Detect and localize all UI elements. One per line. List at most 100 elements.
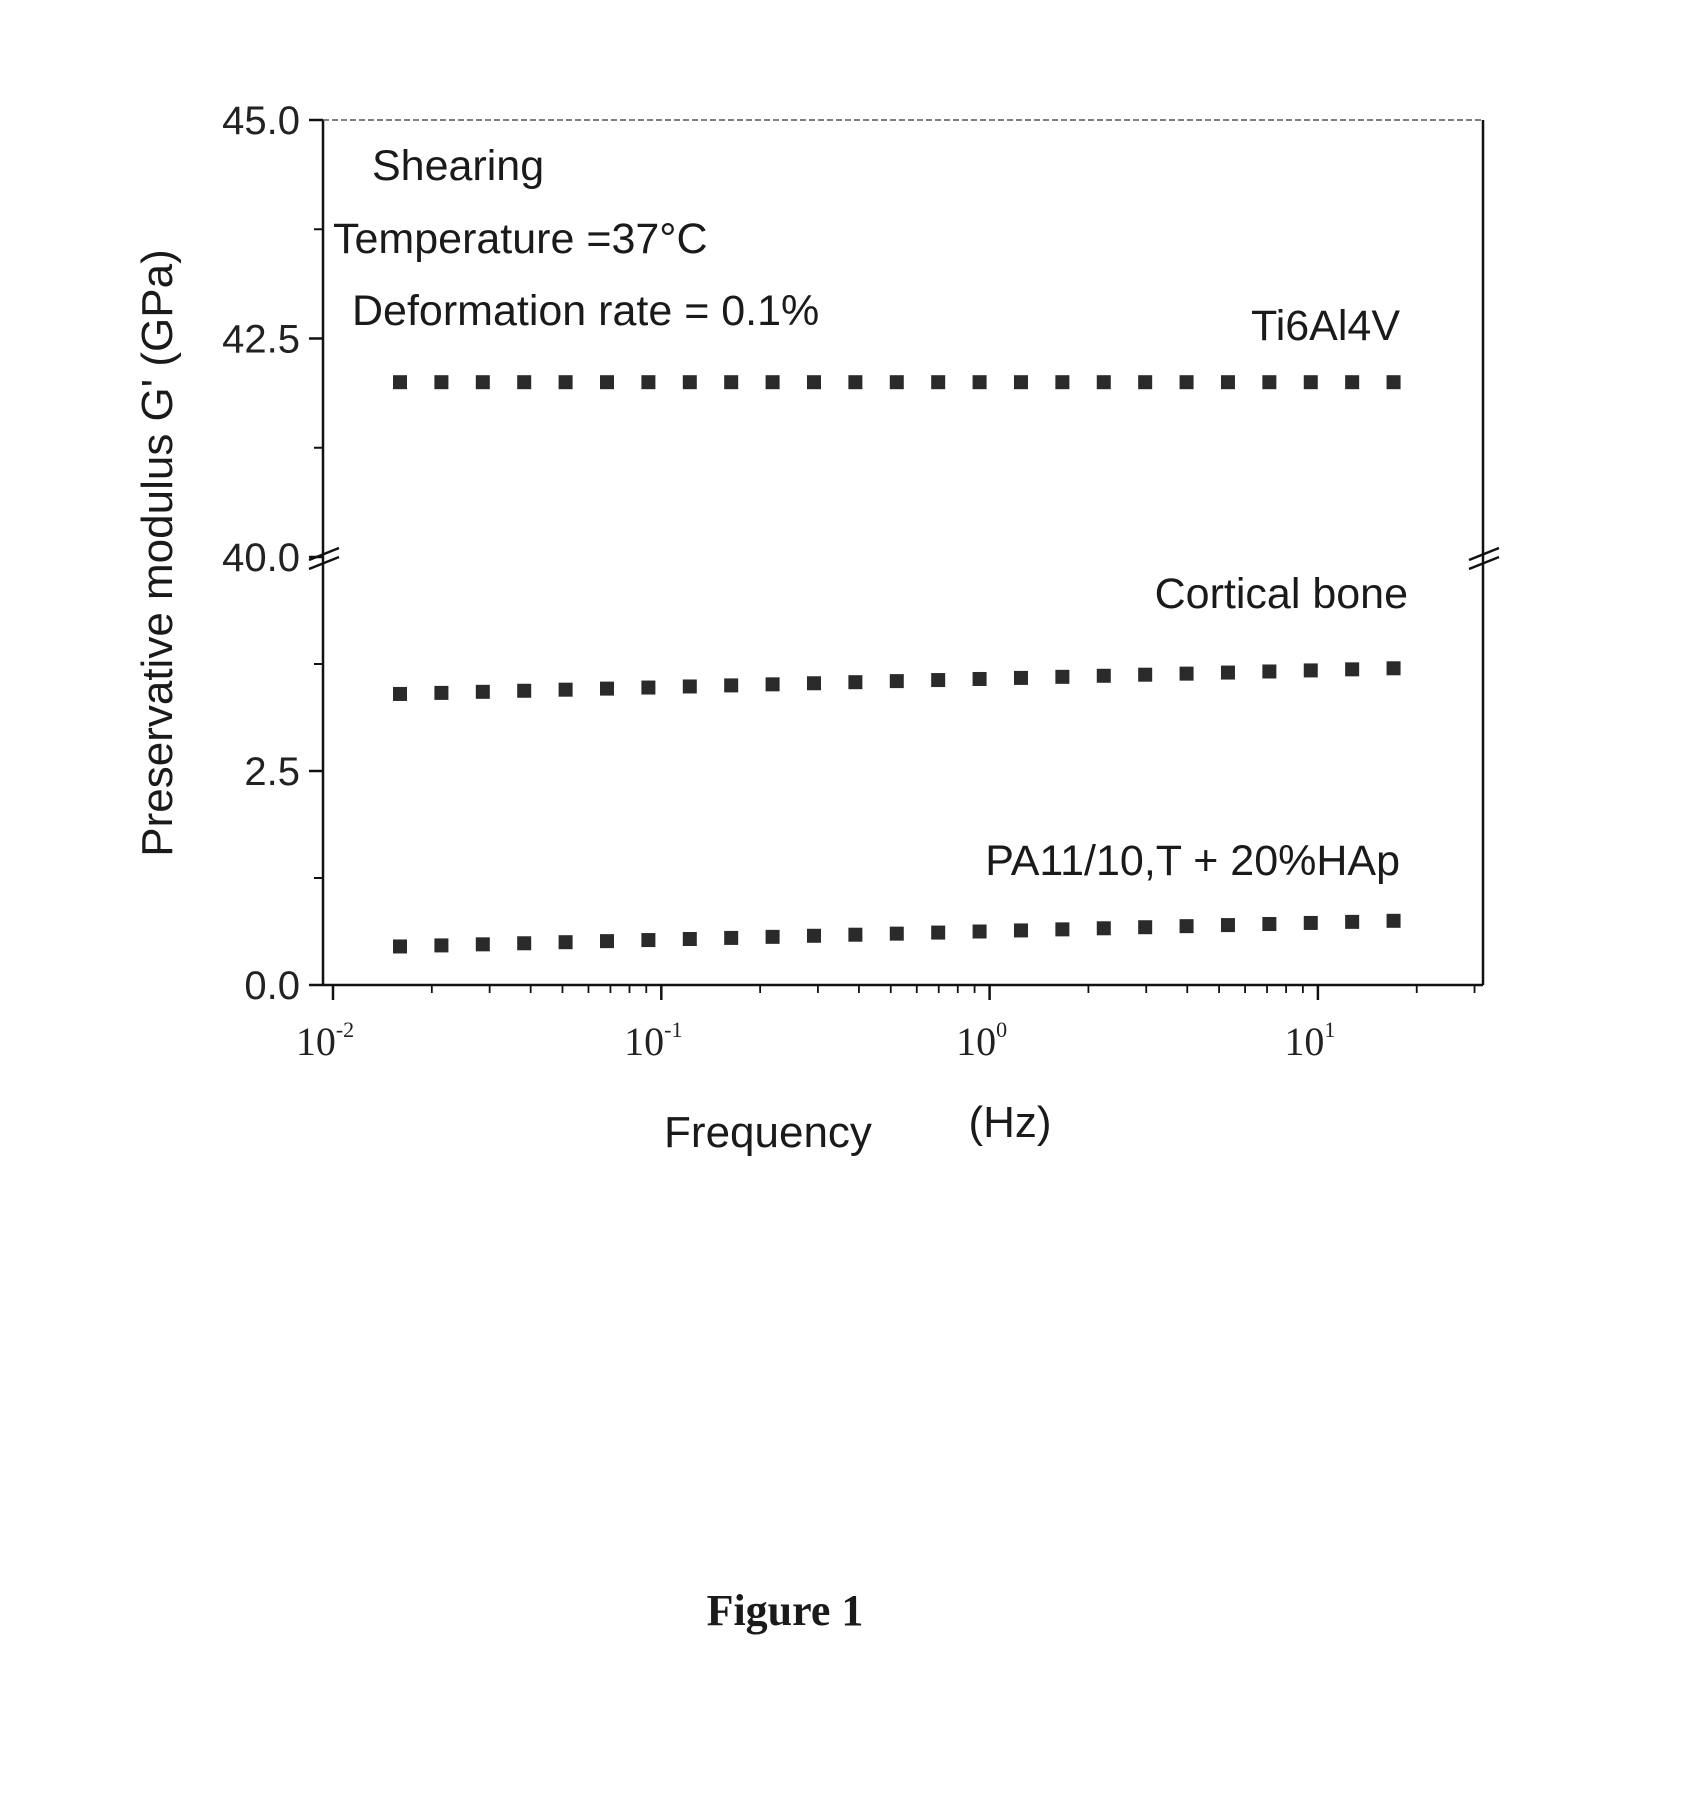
data-point-series-1	[600, 682, 614, 696]
data-point-series-1	[1262, 664, 1276, 678]
data-point-series-1	[766, 677, 780, 691]
data-point-series-0	[683, 375, 697, 389]
data-point-series-2	[641, 933, 655, 947]
data-point-series-2	[476, 937, 490, 951]
data-point-series-1	[1345, 662, 1359, 676]
data-point-series-2	[807, 929, 821, 943]
data-point-series-0	[1055, 375, 1069, 389]
data-point-series-2	[393, 939, 407, 953]
data-point-series-2	[1097, 921, 1111, 935]
series-label-pa11: PA11/10,T + 20%HAp	[985, 837, 1400, 885]
y-tick-label: 2.5	[244, 750, 300, 794]
data-point-series-2	[890, 927, 904, 941]
data-point-series-0	[600, 375, 614, 389]
data-point-series-0	[1138, 375, 1152, 389]
data-point-series-1	[1304, 663, 1318, 677]
data-point-series-1	[476, 685, 490, 699]
data-point-series-1	[724, 678, 738, 692]
data-point-series-0	[434, 375, 448, 389]
data-point-series-2	[1138, 920, 1152, 934]
data-point-series-2	[600, 934, 614, 948]
x-tick-label: 100	[956, 1017, 1007, 1064]
data-point-series-2	[683, 932, 697, 946]
data-point-series-2	[517, 936, 531, 950]
data-point-series-0	[848, 375, 862, 389]
data-point-series-2	[766, 930, 780, 944]
y-axis-title: Preservative modulus G' (GPa)	[133, 249, 182, 857]
data-point-series-0	[890, 375, 904, 389]
data-point-series-1	[1221, 666, 1235, 680]
data-point-series-1	[434, 686, 448, 700]
data-point-series-0	[973, 375, 987, 389]
y-tick-label: 0.0	[244, 964, 300, 1008]
data-point-series-1	[641, 681, 655, 695]
data-point-series-2	[848, 928, 862, 942]
data-point-series-2	[1180, 919, 1194, 933]
data-point-series-0	[641, 375, 655, 389]
annotations: Shearing Temperature =37°C Deformation r…	[333, 142, 819, 335]
data-point-series-0	[517, 375, 531, 389]
y-tick-label: 42.5	[222, 318, 300, 362]
data-point-series-1	[393, 687, 407, 701]
data-point-series-2	[434, 938, 448, 952]
x-tick-label: 10-2	[296, 1017, 354, 1064]
data-point-series-0	[1387, 375, 1401, 389]
data-point-series-0	[559, 375, 573, 389]
series-label-cortical-bone: Cortical bone	[1155, 570, 1408, 618]
annotation-temperature: Temperature =37°C	[333, 215, 708, 263]
series-label-ti6al4v: Ti6Al4V	[1251, 302, 1400, 350]
data-point-series-0	[1180, 375, 1194, 389]
x-tick-label: 10-1	[624, 1017, 682, 1064]
data-point-series-2	[1387, 914, 1401, 928]
data-point-series-2	[1221, 918, 1235, 932]
data-point-series-0	[476, 375, 490, 389]
y-tick-label: 40.0	[222, 536, 300, 580]
x-tick-labels: 10-2 10-1 100 101	[296, 1017, 1336, 1064]
data-point-series-1	[517, 684, 531, 698]
x-axis-title: Frequency	[664, 1108, 872, 1157]
annotation-deformation-rate: Deformation rate = 0.1%	[352, 287, 819, 335]
data-point-series-2	[724, 931, 738, 945]
data-point-series-2	[1055, 922, 1069, 936]
data-point-series-0	[1345, 375, 1359, 389]
y-tick-labels: 45.0 42.5 40.0 2.5 0.0	[222, 99, 300, 1008]
data-point-series-1	[683, 679, 697, 693]
data-point-series-1	[1055, 670, 1069, 684]
data-point-series-0	[1262, 375, 1276, 389]
x-tick-label: 101	[1284, 1017, 1335, 1064]
data-point-series-1	[1138, 668, 1152, 682]
data-point-series-0	[1221, 375, 1235, 389]
annotation-shearing: Shearing	[372, 142, 544, 190]
data-point-series-2	[973, 925, 987, 939]
data-point-series-1	[931, 673, 945, 687]
data-point-series-2	[1014, 923, 1028, 937]
data-point-series-2	[1304, 916, 1318, 930]
data-point-series-2	[1262, 917, 1276, 931]
data-point-series-1	[807, 676, 821, 690]
y-ticks	[309, 120, 323, 985]
data-point-series-0	[724, 375, 738, 389]
data-point-series-0	[1304, 375, 1318, 389]
data-point-series-2	[559, 935, 573, 949]
data-point-series-1	[848, 675, 862, 689]
figure-caption: Figure 1	[707, 1586, 864, 1635]
data-point-series-1	[973, 672, 987, 686]
data-point-series-0	[393, 375, 407, 389]
data-point-series-1	[559, 683, 573, 697]
x-axis-unit: (Hz)	[968, 1098, 1051, 1147]
data-point-series-0	[931, 375, 945, 389]
data-point-series-0	[766, 375, 780, 389]
data-point-series-1	[1387, 661, 1401, 675]
data-point-series-0	[807, 375, 821, 389]
data-point-series-0	[1014, 375, 1028, 389]
data-point-series-2	[931, 926, 945, 940]
data-point-series-2	[1345, 915, 1359, 929]
data-point-series-1	[1014, 671, 1028, 685]
data-point-series-0	[1097, 375, 1111, 389]
data-point-series-1	[1180, 667, 1194, 681]
y-tick-label: 45.0	[222, 99, 300, 143]
series-labels: Ti6Al4V Cortical bone PA11/10,T + 20%HAp	[985, 302, 1408, 885]
x-ticks	[333, 985, 1475, 1000]
data-point-series-1	[1097, 669, 1111, 683]
